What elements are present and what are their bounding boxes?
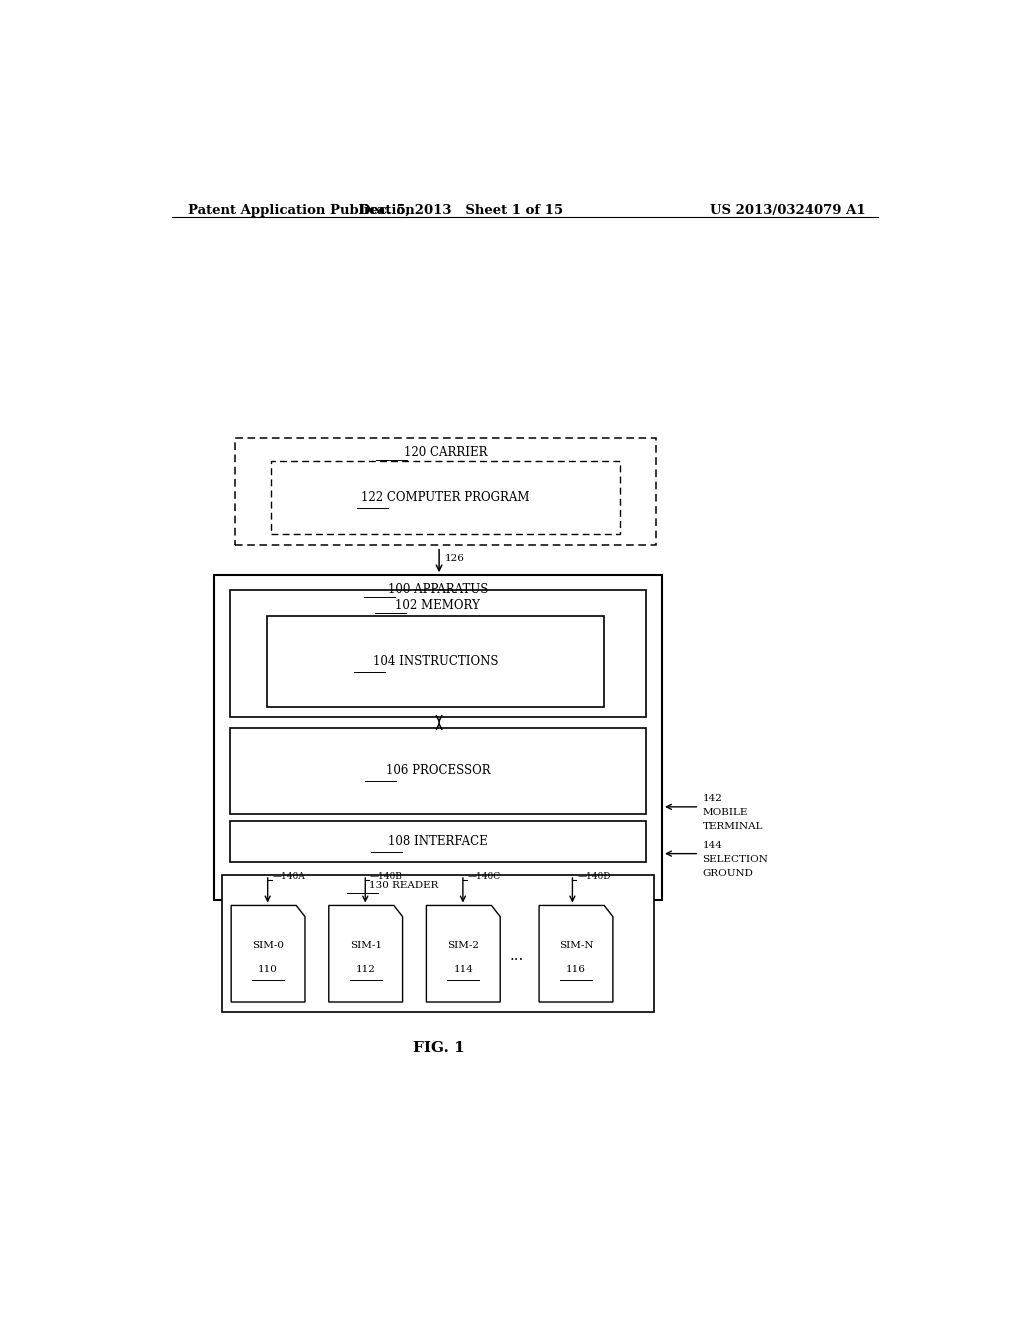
Text: 130 READER: 130 READER xyxy=(369,880,438,890)
Polygon shape xyxy=(539,906,613,1002)
Text: US 2013/0324079 A1: US 2013/0324079 A1 xyxy=(711,205,866,216)
Text: 104 INSTRUCTIONS: 104 INSTRUCTIONS xyxy=(373,655,499,668)
FancyBboxPatch shape xyxy=(221,875,654,1012)
Text: 126: 126 xyxy=(444,554,465,564)
FancyBboxPatch shape xyxy=(229,727,646,814)
Text: —140B: —140B xyxy=(370,873,402,882)
Text: 106 PROCESSOR: 106 PROCESSOR xyxy=(386,764,490,777)
FancyBboxPatch shape xyxy=(270,461,620,535)
Text: SIM-2: SIM-2 xyxy=(447,941,479,950)
Polygon shape xyxy=(231,906,305,1002)
Text: GROUND: GROUND xyxy=(702,869,754,878)
Text: TERMINAL: TERMINAL xyxy=(702,822,763,832)
Text: MOBILE: MOBILE xyxy=(702,808,748,817)
Text: Dec. 5, 2013   Sheet 1 of 15: Dec. 5, 2013 Sheet 1 of 15 xyxy=(359,205,563,216)
Text: 116: 116 xyxy=(566,965,586,974)
Text: 108 INTERFACE: 108 INTERFACE xyxy=(388,836,487,847)
FancyBboxPatch shape xyxy=(267,615,604,708)
Text: 142: 142 xyxy=(702,793,723,803)
Text: 110: 110 xyxy=(258,965,278,974)
Text: 120 CARRIER: 120 CARRIER xyxy=(403,446,487,459)
Text: 102 MEMORY: 102 MEMORY xyxy=(395,598,480,611)
Text: SIM-1: SIM-1 xyxy=(349,941,382,950)
Text: 114: 114 xyxy=(454,965,473,974)
Text: Patent Application Publication: Patent Application Publication xyxy=(187,205,415,216)
Text: —140C: —140C xyxy=(468,873,501,882)
Polygon shape xyxy=(426,906,500,1002)
Text: FIG. 1: FIG. 1 xyxy=(414,1040,465,1055)
Text: 122 COMPUTER PROGRAM: 122 COMPUTER PROGRAM xyxy=(361,491,529,504)
Text: SIM-N: SIM-N xyxy=(559,941,593,950)
Text: 144: 144 xyxy=(702,841,723,850)
Text: SELECTION: SELECTION xyxy=(702,854,768,863)
FancyBboxPatch shape xyxy=(229,590,646,718)
Text: —140A: —140A xyxy=(272,873,305,882)
Text: ...: ... xyxy=(510,949,524,964)
Polygon shape xyxy=(329,906,402,1002)
Text: 100 APPARATUS: 100 APPARATUS xyxy=(388,583,488,597)
FancyBboxPatch shape xyxy=(214,576,663,900)
Text: 112: 112 xyxy=(355,965,376,974)
FancyBboxPatch shape xyxy=(236,438,655,545)
FancyBboxPatch shape xyxy=(229,821,646,862)
Text: SIM-0: SIM-0 xyxy=(252,941,284,950)
Text: —140D: —140D xyxy=(578,873,610,882)
